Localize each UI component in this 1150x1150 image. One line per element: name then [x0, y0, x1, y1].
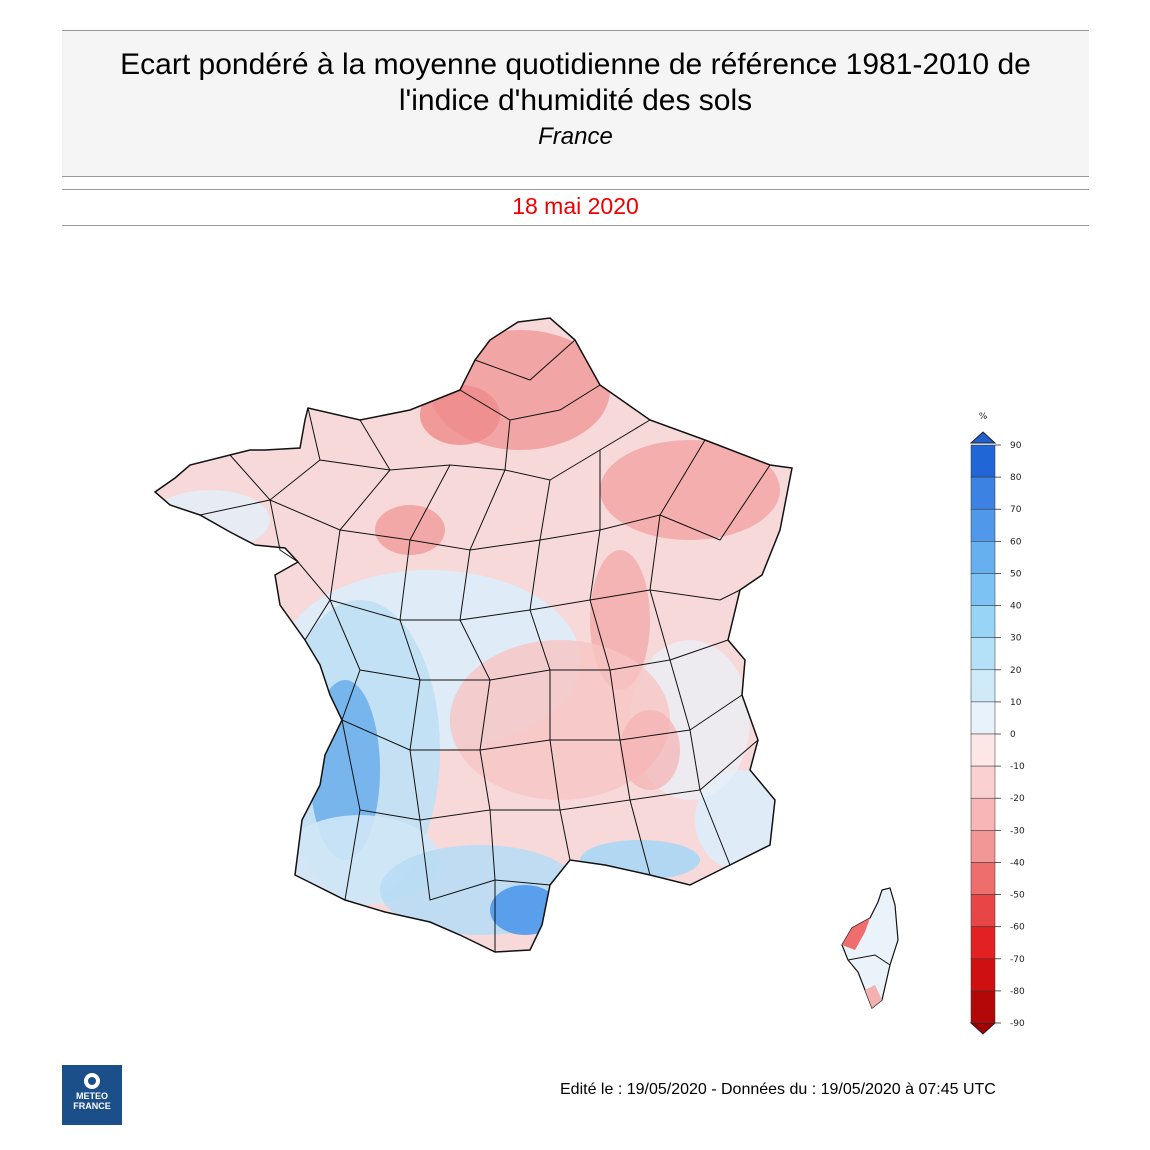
logo-line-2: FRANCE — [73, 1101, 111, 1111]
legend-band — [970, 958, 996, 992]
france-map — [130, 300, 960, 1020]
legend-svg: % 90 80 70 60 50 40 30 20 10 0 -10 -20 -30 -40 -50 -60 -… — [969, 412, 1025, 1035]
legend-band — [970, 444, 996, 478]
legend-tick-label: 20 — [1010, 666, 1022, 676]
logo-icon — [84, 1073, 100, 1089]
divider-bottom — [62, 225, 1089, 226]
legend-band — [970, 765, 996, 799]
legend-tick-label: -40 — [1010, 858, 1025, 868]
legend-band — [970, 605, 996, 638]
legend-tick-label: 50 — [1010, 569, 1022, 579]
legend-band — [970, 830, 996, 863]
legend-band — [970, 894, 996, 927]
region-label: France — [538, 123, 613, 150]
legend-band — [970, 669, 996, 703]
legend-arrow-top — [969, 431, 997, 444]
map-title: Ecart pondéré à la moyenne quotidienne d… — [62, 47, 1089, 119]
title-line-2: l'indice d'humidité des sols — [398, 84, 753, 117]
legend-tick-label: 70 — [1010, 505, 1022, 515]
legend-band — [970, 637, 996, 671]
legend-tick-label: -80 — [1010, 987, 1025, 997]
logo-line-1: METEO — [75, 1091, 108, 1101]
legend-tick-label: -30 — [1010, 826, 1025, 836]
color-legend: % 90 80 70 60 50 40 30 20 10 0 -10 -20 -30 -40 -50 -60 -… — [960, 405, 1050, 1035]
legend-band — [970, 862, 996, 895]
legend-tick-label: -90 — [1010, 1019, 1025, 1029]
legend-tick-label: 0 — [1010, 730, 1016, 740]
legend-band — [970, 701, 996, 735]
legend-tick-label: 90 — [1010, 441, 1022, 451]
divider-top — [62, 189, 1089, 190]
legend-tick-label: 30 — [1010, 634, 1022, 644]
legend-band — [970, 990, 996, 1024]
legend-band — [970, 476, 996, 510]
legend-band — [970, 541, 996, 574]
legend-band — [970, 573, 996, 606]
legend-unit: % — [979, 412, 988, 422]
legend-band — [970, 926, 996, 960]
corsica — [841, 887, 899, 1009]
legend-tick-label: -50 — [1010, 891, 1025, 901]
legend-band — [970, 733, 996, 767]
legend-tick-label: -60 — [1010, 923, 1025, 933]
legend-tick-label: 80 — [1010, 473, 1022, 483]
legend-tick-label: -70 — [1010, 955, 1025, 965]
france-map-svg — [153, 317, 899, 1009]
meteo-france-logo: METEO FRANCE — [62, 1065, 122, 1125]
legend-tick-label: 10 — [1010, 698, 1022, 708]
title-line-1: Ecart pondéré à la moyenne quotidienne d… — [120, 48, 1031, 81]
legend-bands — [970, 444, 996, 1024]
legend-band — [970, 797, 996, 831]
legend-ticks: 90 80 70 60 50 40 30 20 10 0 -10 -20 -30 -40 -50 -60 -70… — [995, 441, 1025, 1029]
legend-tick-label: -10 — [1010, 762, 1025, 772]
legend-arrow-bottom — [969, 1022, 997, 1035]
logo-text: METEO FRANCE — [62, 1091, 122, 1111]
legend-band — [970, 508, 996, 542]
title-panel: Ecart pondéré à la moyenne quotidienne d… — [62, 30, 1089, 177]
legend-tick-label: 40 — [1010, 602, 1022, 612]
department-boundaries — [153, 317, 793, 953]
edit-info: Edité le : 19/05/2020 - Données du : 19/… — [560, 1081, 996, 1098]
legend-tick-label: 60 — [1010, 537, 1022, 547]
legend-tick-label: -20 — [1010, 794, 1025, 804]
date-label: 18 mai 2020 — [512, 193, 639, 219]
